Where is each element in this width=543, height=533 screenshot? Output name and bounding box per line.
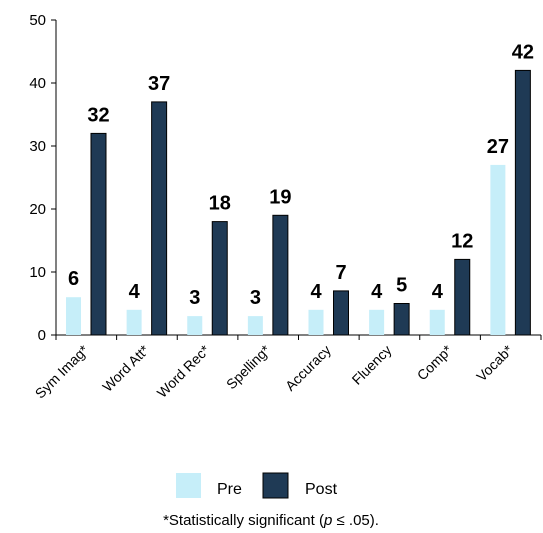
data-label-post: 37 <box>148 73 170 95</box>
bar-pre <box>66 297 81 335</box>
y-tick-label: 40 <box>29 75 46 92</box>
bar-post <box>514 69 531 336</box>
category-label: Word Rec* <box>154 341 213 400</box>
bar-pre <box>308 309 324 335</box>
legend-label-post: Post <box>305 481 338 498</box>
chart-category-labels: Sym Imag* Word Att* Word Rec* Spelling* Accu… <box>32 341 516 401</box>
footnote: *Statistically significant (p ≤ .05). <box>163 512 379 529</box>
data-label-post: 5 <box>396 275 407 297</box>
bar-post <box>90 132 107 336</box>
data-label-pre: 4 <box>371 281 383 303</box>
bar-post <box>393 303 410 336</box>
data-label-post: 7 <box>335 262 346 284</box>
chart-legend: Pre Post <box>176 472 338 499</box>
data-label-pre: 3 <box>189 287 200 309</box>
data-label-pre: 27 <box>487 136 509 158</box>
data-label-post: 12 <box>451 230 473 252</box>
legend-label-pre: Pre <box>217 481 242 498</box>
category-label: Accuracy <box>282 342 334 394</box>
chart-data-labels: 6 4 3 3 4 4 4 27 32 37 18 19 7 5 12 42 <box>68 41 534 309</box>
bar-post <box>151 101 168 336</box>
bar-pre <box>369 309 385 335</box>
bar-post <box>211 221 228 336</box>
chart-bars <box>66 69 531 336</box>
bar-post <box>454 258 471 336</box>
bar-pre <box>247 316 263 335</box>
y-tick-label: 20 <box>29 201 46 218</box>
data-label-pre: 3 <box>250 287 261 309</box>
data-label-pre: 4 <box>432 281 444 303</box>
data-label-pre: 4 <box>129 281 141 303</box>
y-tick-label: 0 <box>38 327 46 344</box>
y-tick-label: 30 <box>29 138 46 155</box>
bar-pre <box>429 309 445 335</box>
bar-pre <box>490 164 506 335</box>
data-label-post: 42 <box>512 41 534 63</box>
footnote-suffix: ≤ .05). <box>332 512 379 529</box>
category-label: Word Att* <box>99 341 152 394</box>
category-label: Vocab* <box>473 341 516 384</box>
data-label-pre: 6 <box>68 268 79 290</box>
data-label-post: 18 <box>209 193 231 215</box>
category-label: Spelling* <box>223 341 274 392</box>
y-tick-label: 50 <box>29 12 46 29</box>
data-label-post: 19 <box>269 186 291 208</box>
data-label-pre: 4 <box>310 281 322 303</box>
category-label: Sym Imag* <box>32 341 92 401</box>
bar-post <box>333 290 349 336</box>
data-label-post: 32 <box>87 104 109 126</box>
legend-swatch-pre <box>176 473 201 498</box>
footnote-prefix: *Statistically significant ( <box>163 512 324 529</box>
bar-pre <box>187 316 203 335</box>
y-tick-label: 10 <box>29 264 46 281</box>
legend-swatch-post <box>262 472 289 499</box>
category-label: Fluency <box>349 342 395 388</box>
footnote-italic: p <box>323 512 332 529</box>
category-label: Comp* <box>414 341 456 383</box>
bar-post <box>272 214 289 336</box>
bar-pre <box>126 309 142 335</box>
